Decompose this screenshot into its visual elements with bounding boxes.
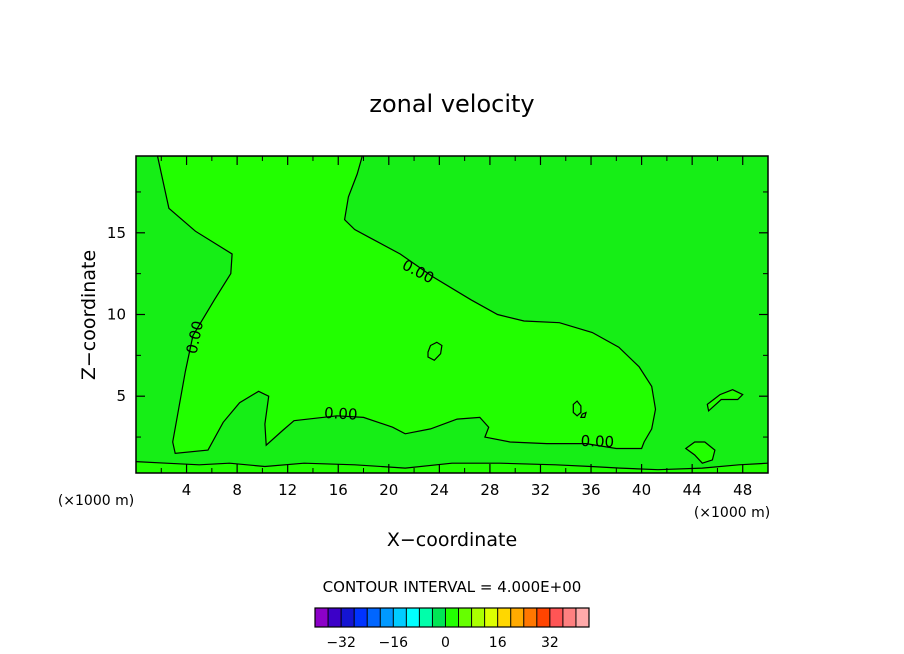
colorbar-tick-label-4: 16 <box>489 635 507 651</box>
colorbar-swatch-3 <box>341 608 355 627</box>
y-tick-label-10: 10 <box>107 306 126 324</box>
contour-label-4: 0.00 <box>580 432 614 451</box>
colorbar-swatch-11 <box>445 608 459 627</box>
x-tick-label-32: 32 <box>531 481 550 499</box>
chart-title: zonal velocity <box>369 90 534 118</box>
plot-area: 0.000.000.000.004 8 12 16 20 24 28 32 36 40 44 4851… <box>107 155 769 499</box>
x-tick-label-20: 20 <box>379 481 398 499</box>
colorbar-swatch-7 <box>393 608 407 627</box>
colorbar-swatch-12 <box>458 608 472 627</box>
x-tick-label-36: 36 <box>581 481 600 499</box>
colorbar-swatch-19 <box>549 608 564 627</box>
colorbar-swatch-17 <box>523 608 538 627</box>
x-axis-label: X−coordinate <box>387 529 517 551</box>
colorbar-swatch-9 <box>419 608 433 627</box>
colorbar-swatch-18 <box>536 608 551 627</box>
colorbar-frame <box>314 607 590 628</box>
x-tick-label-4: 4 <box>182 481 192 499</box>
x-axis-unit-right: (×1000 m) <box>694 505 770 521</box>
colorbar-swatch-10 <box>432 608 446 627</box>
contour-group: 0.000.000.000.00 <box>136 156 768 473</box>
zero-contour-cell-1 <box>427 341 443 362</box>
x-tick-label-44: 44 <box>683 481 702 499</box>
zero-contour-cell-2 <box>572 400 582 417</box>
colorbar-swatch-5 <box>367 608 381 627</box>
colorbar-tick-label-2: −16 <box>379 635 409 651</box>
x-tick-label-40: 40 <box>632 481 651 499</box>
colorbar-swatch-20 <box>562 608 577 627</box>
colorbar-swatch-4 <box>354 608 368 627</box>
colorbar-swatch-15 <box>497 608 512 627</box>
zero-contour-cell-5 <box>684 441 716 464</box>
colorbar-swatch-2 <box>328 608 342 627</box>
zero-contour-main <box>156 156 657 455</box>
x-tick-label-12: 12 <box>278 481 297 499</box>
y-tick-label-5: 5 <box>116 387 126 405</box>
y-axis-label: Z−coordinate <box>78 250 100 380</box>
colorbar-tick-label-1: −32 <box>326 635 356 651</box>
x-tick-label-28: 28 <box>480 481 499 499</box>
colorbar-swatch-6 <box>380 608 394 627</box>
colorbar-swatch-13 <box>471 608 485 627</box>
zero-contour-cell-3 <box>580 411 587 418</box>
colorbar-swatch-14 <box>484 608 498 627</box>
zero-contour-cell-4 <box>706 389 744 413</box>
colorbar: −32 −16 0 16 32 <box>314 607 590 651</box>
contour-label-2: 0.00 <box>324 404 358 424</box>
colorbar-swatch-8 <box>406 608 420 627</box>
colorbar-swatch-21 <box>575 608 590 627</box>
x-axis-unit-left: (×1000 m) <box>58 493 134 509</box>
y-tick-label-15: 15 <box>107 224 126 242</box>
contour-interval-label: CONTOUR INTERVAL = 4.000E+00 <box>323 578 582 596</box>
x-tick-label-16: 16 <box>329 481 348 499</box>
x-tick-label-24: 24 <box>430 481 449 499</box>
colorbar-tick-label-3: 0 <box>441 635 450 651</box>
colorbar-swatch-1 <box>315 608 329 627</box>
colorbar-swatch-16 <box>510 608 525 627</box>
x-tick-label-8: 8 <box>232 481 242 499</box>
colorbar-tick-label-5: 32 <box>541 635 559 651</box>
zero-contour-surface <box>136 461 768 471</box>
x-tick-label-48: 48 <box>733 481 752 499</box>
